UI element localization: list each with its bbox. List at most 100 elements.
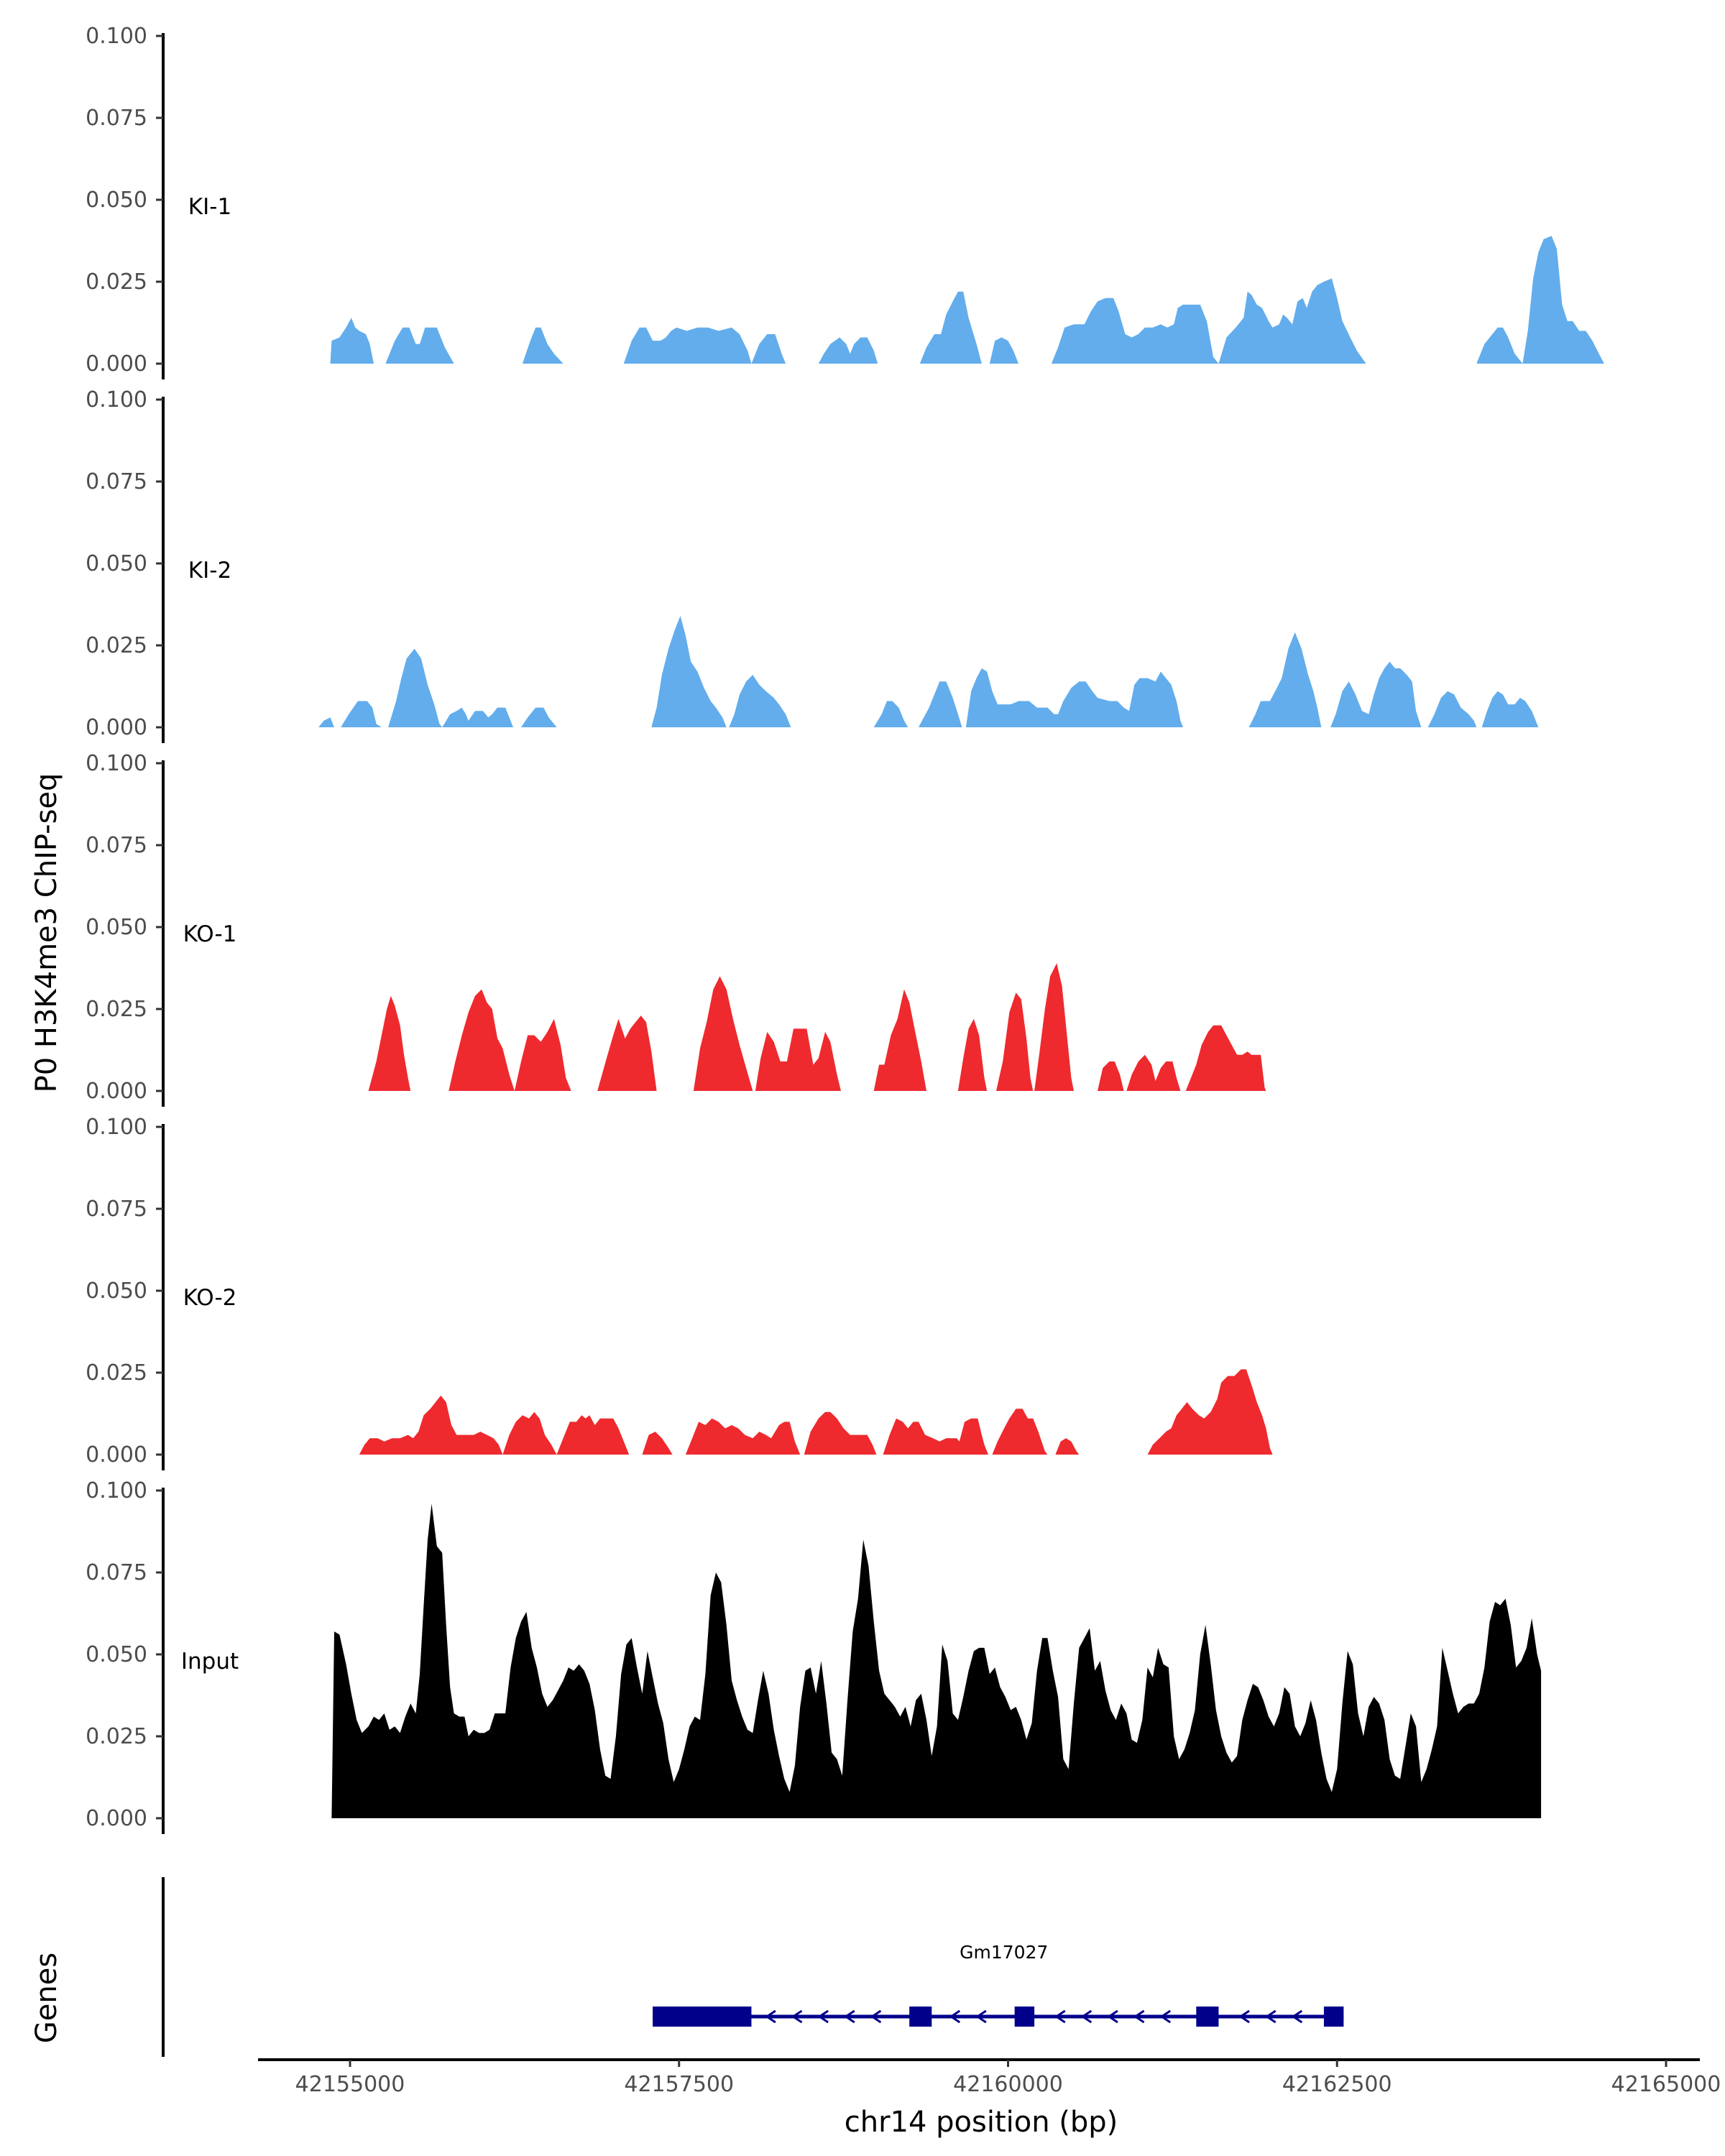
signal-area <box>818 337 878 364</box>
signal-area <box>1185 1025 1266 1091</box>
strand-arrow <box>975 2009 987 2024</box>
signal-area <box>522 327 564 364</box>
strand-arrow <box>1264 2009 1276 2024</box>
tracks-layer: 0.0000.0250.0500.0750.100KI-10.0000.0250… <box>86 24 1604 1834</box>
strand-arrow <box>1054 2009 1066 2024</box>
strand-arrow <box>817 2009 829 2024</box>
y-tick-label: 0.100 <box>86 1478 147 1503</box>
signal-area <box>1481 691 1539 727</box>
track-ki-1: 0.000 0.025 0.050 0.075 0.100 KI-1 <box>86 24 1604 379</box>
signal-area <box>318 717 334 727</box>
signal-area <box>1330 661 1422 727</box>
signal-area <box>989 337 1019 364</box>
y-tick-label: 0.050 <box>86 1642 147 1667</box>
signal-area <box>330 318 374 364</box>
track-label: KO-2 <box>183 1285 237 1311</box>
track-label: KO-1 <box>183 921 237 947</box>
signal-area <box>919 291 982 364</box>
strand-arrow <box>791 2009 803 2024</box>
track-ki-2: 0.000 0.025 0.050 0.075 0.100 KI-2 <box>86 387 1539 743</box>
signal-area <box>873 989 926 1091</box>
y-axis-title: P0 H3K4me3 ChIP-seq <box>30 773 63 1093</box>
signal-area <box>1522 236 1604 364</box>
signal-area <box>1147 1369 1273 1455</box>
y-tick-label: 0.000 <box>86 1442 147 1468</box>
signal-area <box>996 992 1034 1091</box>
strand-arrow <box>1159 2009 1172 2024</box>
signal-area <box>1098 1061 1124 1091</box>
gene-exon <box>1196 2007 1219 2027</box>
signal-area <box>1051 298 1219 364</box>
signal-area <box>992 1409 1048 1455</box>
y-tick-label: 0.075 <box>86 106 147 131</box>
y-tick-label: 0.025 <box>86 997 147 1022</box>
y-tick-label: 0.000 <box>86 1806 147 1831</box>
signal-area <box>729 675 791 727</box>
y-tick-label: 0.025 <box>86 1360 147 1386</box>
signal-area <box>1476 327 1523 364</box>
track-label: Input <box>181 1649 239 1674</box>
strand-arrow <box>1133 2009 1145 2024</box>
signal-area <box>642 1432 673 1455</box>
y-tick-label: 0.025 <box>86 270 147 295</box>
signal-area <box>514 1018 571 1091</box>
signal-area <box>651 616 727 727</box>
strand-arrow <box>1291 2009 1303 2024</box>
y-tick-label: 0.075 <box>86 1560 147 1585</box>
y-tick-label: 0.100 <box>86 24 147 49</box>
signal-area <box>521 707 557 727</box>
track-ko-1: 0.000 0.025 0.050 0.075 0.100 KO-1 <box>86 751 1266 1107</box>
signal-area <box>341 701 382 727</box>
signal-area <box>1248 632 1322 727</box>
signal-area <box>1034 963 1074 1091</box>
y-tick-label: 0.025 <box>86 633 147 658</box>
signal-area <box>502 1411 557 1455</box>
x-axis-title: chr14 position (bp) <box>845 2106 1118 2139</box>
signal-area <box>965 668 1183 727</box>
y-tick-label: 0.075 <box>86 1197 147 1222</box>
signal-area <box>755 1028 841 1091</box>
signal-area <box>448 989 515 1091</box>
track-label: KI-2 <box>188 558 231 584</box>
signal-area <box>442 707 513 727</box>
signal-area <box>597 1015 657 1091</box>
y-tick-label: 0.075 <box>86 469 147 494</box>
y-tick-label: 0.100 <box>86 387 147 413</box>
y-tick-label: 0.025 <box>86 1724 147 1749</box>
y-tick-label: 0.100 <box>86 751 147 776</box>
signal-area <box>883 1418 988 1455</box>
x-tick-label: 42155000 <box>295 2072 405 2097</box>
y-tick-label: 0.000 <box>86 351 147 377</box>
signal-area <box>385 327 454 364</box>
signal-area <box>388 648 443 727</box>
y-tick-label: 0.100 <box>86 1115 147 1140</box>
signal-area <box>331 1503 1542 1818</box>
signal-area <box>685 1418 801 1455</box>
signal-area <box>368 995 411 1091</box>
strand-arrow <box>949 2009 961 2024</box>
genes-axis-title: Genes <box>30 1953 63 2043</box>
gene-exon <box>653 2007 752 2027</box>
signal-area <box>919 681 962 727</box>
track-ko-2: 0.000 0.025 0.050 0.075 0.100 KO-2 <box>86 1115 1273 1470</box>
signal-area <box>873 701 908 727</box>
y-tick-label: 0.050 <box>86 1279 147 1304</box>
signal-area <box>1055 1438 1080 1455</box>
y-tick-label: 0.050 <box>86 551 147 576</box>
strand-arrow <box>1238 2009 1250 2024</box>
genes-panel: Gm17027 <box>162 1877 1344 2057</box>
y-tick-label: 0.000 <box>86 715 147 740</box>
signal-area <box>359 1395 503 1455</box>
signal-area <box>1427 691 1477 727</box>
signal-area <box>751 334 786 364</box>
x-tick-label: 42160000 <box>953 2072 1063 2097</box>
gene-exon <box>1323 2007 1344 2027</box>
strand-arrow <box>765 2009 776 2024</box>
track-input: 0.000 0.025 0.050 0.075 0.100 Input <box>86 1478 1542 1834</box>
strand-arrow <box>1107 2009 1118 2024</box>
strand-arrow <box>1080 2009 1092 2024</box>
x-tick-label: 42157500 <box>624 2072 734 2097</box>
track-label: KI-1 <box>188 194 231 220</box>
x-axis: 42155000 42157500 42160000 42162500 42165000 <box>258 2058 1721 2097</box>
